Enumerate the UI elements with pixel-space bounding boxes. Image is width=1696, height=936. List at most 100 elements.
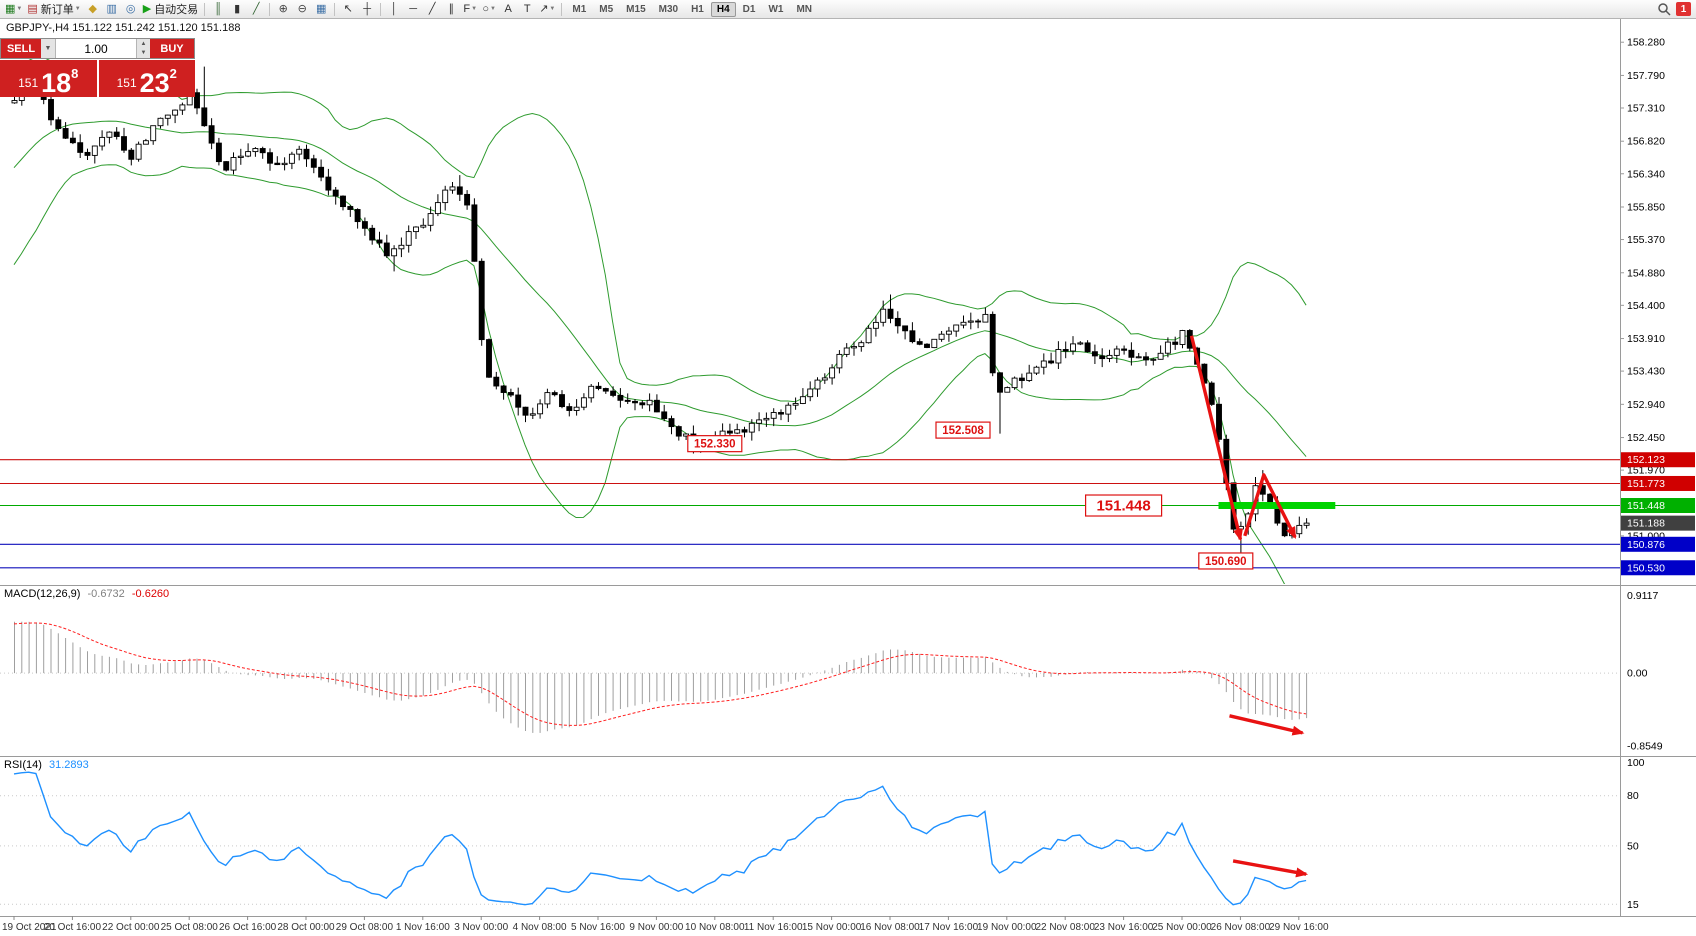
price-callout[interactable]: [1198, 552, 1254, 570]
sell-price-main: 18: [41, 67, 72, 98]
svg-text:150.876: 150.876: [1627, 539, 1665, 551]
label-button[interactable]: T: [518, 1, 536, 18]
svg-text:152.330: 152.330: [694, 439, 736, 451]
timeframe-m15-button[interactable]: M15: [626, 3, 646, 15]
new-order-button-button[interactable]: ▤ 新订单 ▼: [25, 1, 82, 18]
price-scale[interactable]: 158.280 157.790 157.310 156.820 156.340 155.8…: [1620, 37, 1665, 543]
timeframe-h4-button[interactable]: H4: [710, 1, 736, 17]
svg-text:155.850: 155.850: [1627, 201, 1665, 213]
svg-text:150.690: 150.690: [1205, 556, 1247, 568]
timeframe-m30-button[interactable]: M30: [658, 3, 679, 15]
zoom-out-button[interactable]: ⊖: [293, 1, 311, 18]
fibonacci-button[interactable]: F ▼: [461, 1, 479, 18]
toolbar-separator: [204, 2, 206, 16]
lot-dropdown-caret-icon[interactable]: ▼: [41, 39, 56, 58]
svg-text:4 Nov 08:00: 4 Nov 08:00: [513, 922, 567, 933]
timeframe-w1-button[interactable]: W1: [768, 3, 784, 15]
text-button[interactable]: A: [499, 1, 517, 18]
bar-chart-button[interactable]: ║: [209, 1, 227, 18]
vertical-line-icon: │: [390, 2, 398, 15]
svg-text:26 Nov 08:00: 26 Nov 08:00: [1211, 922, 1271, 933]
timeframe-h1-button[interactable]: H1: [691, 3, 704, 15]
horizontal-line-button[interactable]: ─: [404, 1, 422, 18]
notification-badge[interactable]: 1: [1676, 2, 1691, 16]
cursor-icon: ↖: [343, 2, 353, 15]
buy-button[interactable]: BUY: [150, 39, 194, 58]
svg-text:156.340: 156.340: [1627, 168, 1665, 180]
svg-text:0.9117: 0.9117: [1627, 590, 1658, 602]
svg-text:152.940: 152.940: [1627, 399, 1665, 411]
svg-text:25 Oct 08:00: 25 Oct 08:00: [161, 922, 219, 933]
sell-price-sup: 8: [71, 66, 79, 81]
line-chart-button[interactable]: ╱: [247, 1, 265, 18]
search-icon[interactable]: [1657, 2, 1671, 16]
buy-price-display[interactable]: 151 23 2: [99, 60, 196, 97]
tile-windows-icon: ▦: [315, 2, 327, 15]
chart-canvas[interactable]: 158.280 157.790 157.310 156.820 156.340 155.8…: [0, 19, 1696, 936]
navigator-icon: ◎: [125, 2, 136, 15]
svg-text:151.188: 151.188: [1627, 518, 1665, 530]
svg-text:0.00: 0.00: [1627, 668, 1648, 680]
lot-size-input[interactable]: [56, 39, 136, 58]
arrows-button[interactable]: ↗ ▼: [537, 1, 557, 18]
timeframe-m1-button[interactable]: M1: [572, 3, 587, 15]
fibonacci-icon: F: [463, 2, 471, 15]
candlestick-chart-button[interactable]: ▮: [228, 1, 246, 18]
timeframe-mn-button[interactable]: MN: [796, 3, 813, 15]
svg-text:29 Nov 16:00: 29 Nov 16:00: [1269, 922, 1329, 933]
svg-text:153.910: 153.910: [1627, 333, 1665, 345]
svg-text:29 Oct 08:00: 29 Oct 08:00: [336, 922, 394, 933]
dropdown-caret-icon: ▼: [490, 6, 496, 12]
svg-text:151.448: 151.448: [1096, 498, 1150, 515]
autotrade-button-button[interactable]: ▶ 自动交易: [141, 1, 200, 18]
sell-button[interactable]: SELL: [1, 39, 41, 58]
buy-price-main: 23: [139, 67, 170, 98]
dropdown-caret-icon: ▼: [471, 6, 478, 12]
trend-arrow: [1189, 335, 1243, 542]
timeframe-d1-button[interactable]: D1: [742, 3, 756, 15]
trendline-button[interactable]: ╱: [423, 1, 441, 18]
channel-icon: ∥: [448, 2, 454, 15]
price-callout[interactable]: [1084, 494, 1163, 517]
data-window-button[interactable]: ▥: [103, 1, 121, 18]
timeframe-m5-button[interactable]: M5: [599, 3, 614, 15]
chart-ohlc-header: GBPJPY-,H4 151.122 151.242 151.120 151.1…: [6, 22, 241, 34]
bollinger-bands: [13, 56, 1307, 584]
svg-text:100: 100: [1627, 757, 1645, 769]
svg-text:19 Nov 00:00: 19 Nov 00:00: [977, 922, 1037, 933]
sell-price-display[interactable]: 151 18 8: [0, 60, 97, 97]
lot-decrement-button[interactable]: ▼: [140, 50, 147, 57]
svg-text:153.430: 153.430: [1627, 366, 1665, 378]
buy-price-prefix: 151: [116, 76, 137, 90]
svg-text:50: 50: [1627, 840, 1639, 852]
rsi-value: 31.2893: [48, 759, 89, 771]
svg-text:151.970: 151.970: [1627, 465, 1665, 477]
dropdown-caret-icon: ▼: [16, 6, 23, 12]
vertical-line-button[interactable]: │: [385, 1, 403, 18]
bar-chart-icon: ║: [214, 2, 223, 15]
autotrade-button-label: 自动交易: [154, 4, 199, 16]
channel-button[interactable]: ∥: [442, 1, 460, 18]
dropdown-caret-icon: ▼: [549, 6, 556, 12]
crosshair-icon: ┼: [363, 2, 372, 15]
navigator-button[interactable]: ◎: [122, 1, 140, 18]
new-chart-button[interactable]: ▦ ▼: [3, 1, 24, 18]
tile-windows-button[interactable]: ▦: [312, 1, 330, 18]
crosshair-button[interactable]: ┼: [358, 1, 376, 18]
zoom-in-button[interactable]: ⊕: [274, 1, 292, 18]
axis-price-tag: [1621, 560, 1695, 576]
new-chart-icon: ▦: [5, 2, 16, 15]
trend-arrows: [1189, 335, 1309, 878]
shapes-button[interactable]: ○ ▼: [480, 1, 498, 18]
market-watch-button[interactable]: ◆: [84, 1, 102, 18]
new-order-button: ▤: [27, 2, 38, 15]
toolbar-right: 1: [1657, 2, 1693, 16]
price-callout[interactable]: [687, 435, 743, 453]
macd-signal-value: -0.6260: [131, 588, 170, 600]
chart-area[interactable]: 158.280 157.790 157.310 156.820 156.340 155.8…: [0, 19, 1696, 936]
price-callout[interactable]: [935, 421, 991, 439]
cursor-button[interactable]: ↖: [339, 1, 357, 18]
lot-stepper: ▲ ▼: [136, 39, 150, 58]
lot-increment-button[interactable]: ▲: [140, 40, 147, 47]
